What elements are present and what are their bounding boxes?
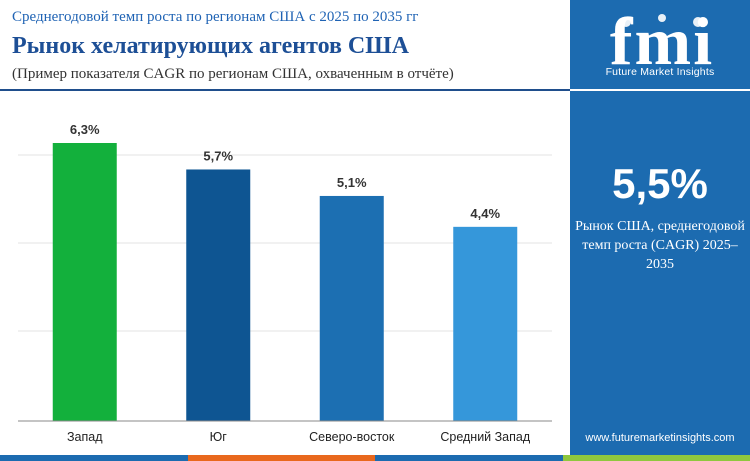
chart-title: Рынок хелатирующих агентов США xyxy=(12,33,409,59)
footer-strip-segment xyxy=(375,455,563,461)
category-label: Средний Запад xyxy=(440,430,531,444)
bar-value-label: 6,3% xyxy=(70,122,100,137)
chart-header: Среднегодовой темп роста по регионам США… xyxy=(0,0,570,88)
bar-value-label: 5,1% xyxy=(337,175,367,190)
category-label: Юг xyxy=(210,430,228,444)
chart-subtitle: (Пример показателя CAGR по регионам США,… xyxy=(12,66,454,82)
chart-value-labels: 6,3% 5,7% 5,1% 4,4% xyxy=(70,122,501,221)
chart-category-labels: Запад Юг Северо-восток Средний Запад xyxy=(67,430,531,444)
bar xyxy=(319,195,384,421)
website-url[interactable]: www.futuremarketinsights.com xyxy=(585,432,735,444)
footer-strip-segment xyxy=(0,455,188,461)
headline-cagr-value: 5,5% xyxy=(612,160,708,207)
bar-chart: 6,3% 5,7% 5,1% 4,4% Запад Юг Северо-восток Сре… xyxy=(18,122,552,444)
footer-color-strip xyxy=(0,455,750,461)
logo-dot-icon xyxy=(658,14,666,22)
fmi-logo-icon: fmi xyxy=(610,8,712,79)
logo-dot-icon xyxy=(693,17,703,27)
bar xyxy=(52,143,117,421)
category-label: Северо-восток xyxy=(309,430,395,444)
panel-divider xyxy=(570,89,750,91)
side-panel: fmi Future Market Insights 5,5% Рынок СШ… xyxy=(570,0,750,455)
bar-value-label: 5,7% xyxy=(203,148,233,163)
headline-cagr-caption: Рынок США, среднегодовой темп роста (CAG… xyxy=(575,219,745,272)
chart-kicker: Среднегодовой темп роста по регионам США… xyxy=(12,9,419,25)
footer-strip-segment xyxy=(187,455,375,461)
bar xyxy=(186,169,251,421)
category-label: Запад xyxy=(67,430,103,444)
header-divider xyxy=(0,89,570,91)
bar-value-label: 4,4% xyxy=(470,206,500,221)
chart-bars xyxy=(52,143,518,421)
logo-subtitle: Future Market Insights xyxy=(605,66,715,78)
footer-strip-segment xyxy=(562,455,750,461)
logo-dot-icon xyxy=(621,17,631,27)
bar xyxy=(453,226,518,421)
